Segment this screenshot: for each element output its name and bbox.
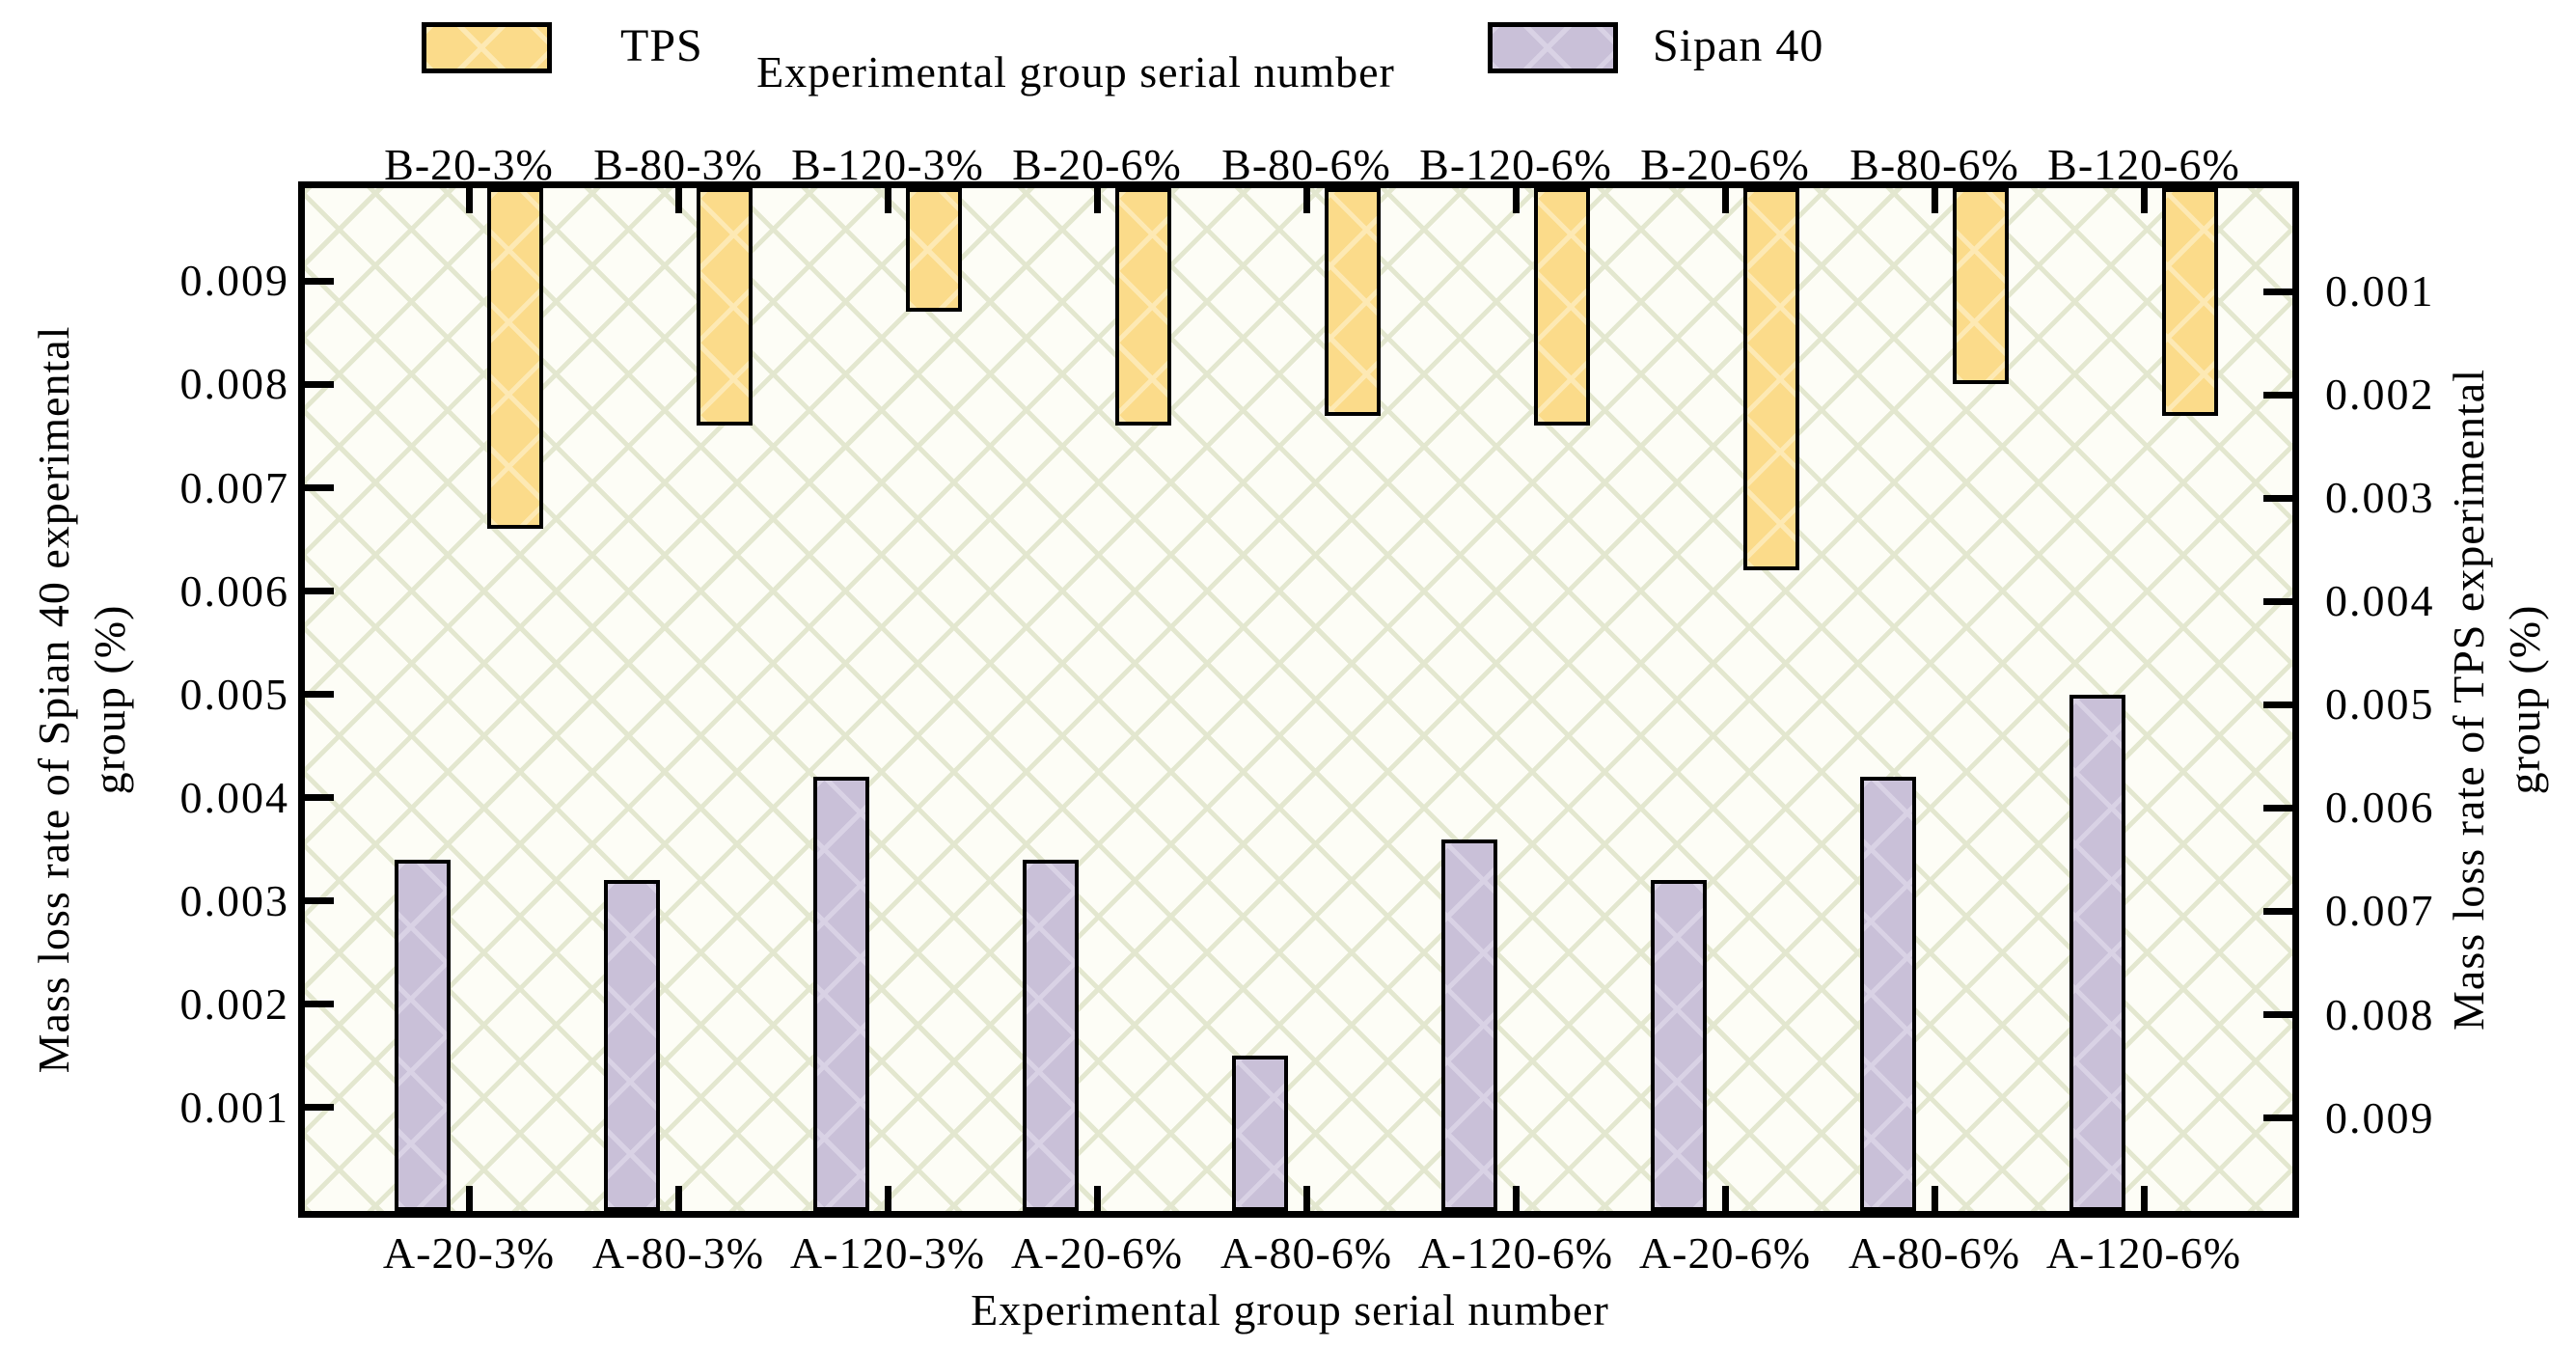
right-tick-label: 0.004: [2325, 576, 2435, 626]
tps-bar: [906, 188, 962, 312]
right-axis-tick: [2263, 1114, 2292, 1122]
left-tick-label: 0.007: [179, 462, 289, 512]
top-category-label: B-120-6%: [2047, 140, 2240, 189]
bottom-category-label: A-120-6%: [2045, 1228, 2242, 1278]
tps-bar: [487, 188, 543, 529]
top-axis-tick: [1094, 188, 1101, 213]
left-axis-tick: [305, 588, 334, 595]
left-axis-tick: [305, 794, 334, 802]
bottom-axis-tick: [1094, 1186, 1101, 1211]
sipan-bar: [1651, 880, 1707, 1211]
left-tick-label: 0.003: [179, 875, 289, 925]
tps-bar: [1325, 188, 1381, 416]
left-axis-tick: [305, 1104, 334, 1112]
left-axis-tick: [305, 380, 334, 388]
top-category-label: B-80-3%: [593, 140, 763, 189]
top-category-label: B-120-6%: [1419, 140, 1612, 189]
right-tick-label: 0.003: [2325, 473, 2435, 523]
top-axis-tick: [885, 188, 891, 213]
right-axis-tick: [2263, 494, 2292, 502]
left-tick-label: 0.001: [179, 1082, 289, 1132]
top-category-label: B-80-6%: [1221, 140, 1391, 189]
legend-label-tps: TPS: [620, 20, 703, 71]
bottom-category-label: A-120-6%: [1417, 1228, 1614, 1278]
bottom-axis-tick: [466, 1186, 473, 1211]
top-category-label: B-20-3%: [384, 140, 554, 189]
left-axis-tick: [305, 1001, 334, 1008]
right-tick-label: 0.001: [2325, 266, 2435, 316]
bottom-category-label: A-80-6%: [1219, 1228, 1393, 1278]
legend-swatch-tps: [422, 22, 552, 73]
left-tick-label: 0.004: [179, 772, 289, 822]
bottom-axis-tick: [1513, 1186, 1520, 1211]
sipan-bar: [813, 777, 869, 1211]
right-axis-tick: [2263, 907, 2292, 915]
top-category-label: B-20-6%: [1640, 140, 1810, 189]
left-tick-label: 0.006: [179, 565, 289, 616]
top-category-label: B-80-6%: [1850, 140, 2019, 189]
tps-bar: [1115, 188, 1171, 426]
plot-area: [305, 188, 2292, 1211]
sipan-bar: [604, 880, 660, 1211]
legend-swatch-sipan: [1488, 22, 1618, 73]
bottom-axis-tick: [675, 1186, 682, 1211]
right-tick-label: 0.008: [2325, 989, 2435, 1039]
right-axis-tick: [2263, 1011, 2292, 1019]
left-tick-label: 0.009: [179, 256, 289, 306]
bottom-axis-tick: [885, 1186, 891, 1211]
bottom-axis-tick: [2141, 1186, 2148, 1211]
bottom-axis-tick: [1932, 1186, 1938, 1211]
right-axis-tick: [2263, 391, 2292, 399]
bottom-category-label: A-120-3%: [789, 1228, 986, 1278]
top-axis-title: Experimental group serial number: [756, 47, 1395, 96]
left-tick-label: 0.008: [179, 359, 289, 409]
top-category-label: B-20-6%: [1012, 140, 1182, 189]
left-axis-tick: [305, 691, 334, 699]
top-category-label: B-120-3%: [791, 140, 984, 189]
right-tick-label: 0.007: [2325, 886, 2435, 936]
left-tick-label: 0.005: [179, 669, 289, 719]
tps-bar: [1743, 188, 1799, 570]
top-axis-tick: [1722, 188, 1729, 213]
tps-bar: [2162, 188, 2218, 416]
sipan-bar: [1441, 839, 1497, 1211]
sipan-bar: [395, 860, 451, 1211]
right-tick-label: 0.005: [2325, 679, 2435, 729]
right-axis-tick: [2263, 804, 2292, 812]
bottom-axis-tick: [1303, 1186, 1310, 1211]
bottom-category-label: A-20-6%: [1010, 1228, 1184, 1278]
sipan-bar: [2069, 695, 2125, 1211]
left-axis-tick: [305, 897, 334, 905]
bottom-category-label: A-80-6%: [1848, 1228, 2021, 1278]
right-tick-label: 0.006: [2325, 783, 2435, 833]
right-axis-tick: [2263, 288, 2292, 295]
top-axis-tick: [1303, 188, 1310, 213]
top-axis-tick: [1513, 188, 1520, 213]
tps-bar: [697, 188, 753, 426]
bottom-axis-title: Experimental group serial number: [971, 1285, 1609, 1334]
tps-bar: [1534, 188, 1590, 426]
top-axis-tick: [2141, 188, 2148, 213]
bottom-category-label: A-80-3%: [591, 1228, 765, 1278]
tps-bar: [1953, 188, 2009, 384]
top-axis-tick: [1932, 188, 1938, 213]
bottom-category-label: A-20-3%: [382, 1228, 556, 1278]
top-axis-tick: [466, 188, 473, 213]
right-axis-tick: [2263, 597, 2292, 605]
bottom-axis-tick: [1722, 1186, 1729, 1211]
left-axis-tick: [305, 484, 334, 491]
left-tick-label: 0.002: [179, 978, 289, 1029]
sipan-bar: [1232, 1056, 1288, 1211]
right-tick-label: 0.009: [2325, 1092, 2435, 1142]
top-axis-tick: [675, 188, 682, 213]
legend-label-sipan: Sipan 40: [1653, 20, 1824, 71]
sipan-bar: [1860, 777, 1916, 1211]
right-axis-tick: [2263, 701, 2292, 708]
sipan-bar: [1023, 860, 1079, 1211]
right-tick-label: 0.002: [2325, 370, 2435, 420]
bottom-category-label: A-20-6%: [1638, 1228, 1812, 1278]
left-axis-tick: [305, 277, 334, 285]
